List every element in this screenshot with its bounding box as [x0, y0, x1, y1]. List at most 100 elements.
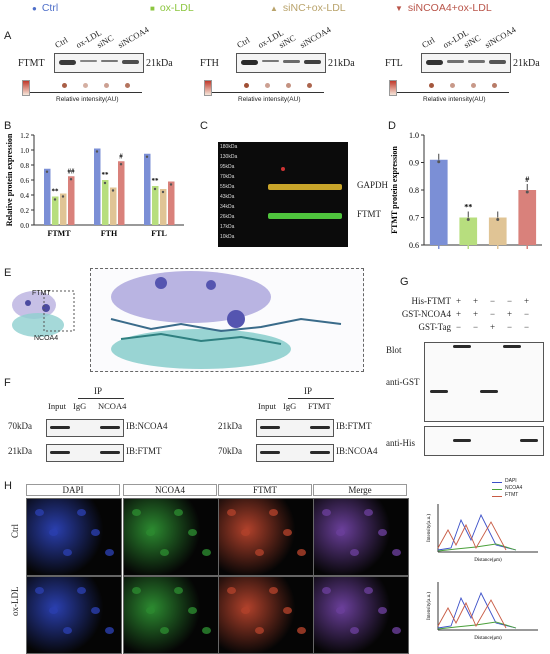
y-tick-label: 0.6 [409, 241, 419, 250]
blot-band [310, 451, 330, 454]
ncoa4-structure-label: NCOA4 [34, 335, 59, 342]
relative-intensity-label: Relative intensity(AU) [423, 96, 486, 103]
x-tick-label: FTH [101, 229, 118, 238]
channel-header: Merge [313, 484, 407, 496]
lane-label: Ctrl [53, 34, 70, 50]
blot-band [453, 439, 471, 442]
y-tick-label: 1.0 [20, 147, 29, 155]
blot-band [100, 451, 120, 454]
significance-mark: ** [152, 177, 160, 185]
cell [336, 607, 345, 614]
blot-band [262, 60, 279, 62]
ip-blot [46, 419, 124, 437]
y-axis-label: Relative protein expression [5, 133, 14, 226]
ip-column-label: NCOA4 [98, 401, 127, 411]
profile-legend-label: NCOA4 [505, 485, 523, 491]
y-axis-label: FTMT protein expression [390, 146, 399, 234]
panel-d-chart: 0.6 0.7 0.8 0.9 1.0 FTMT protein expression **… [390, 131, 542, 250]
channel-header: DAPI [26, 484, 120, 496]
intensity-scale-bar [204, 80, 212, 96]
cell [269, 509, 278, 516]
pulldown-sign: + [456, 309, 462, 319]
blot-band [101, 60, 118, 62]
blot-band [122, 60, 139, 64]
blot-kda-label: 21kDa [146, 58, 173, 69]
ip-blot [256, 419, 334, 437]
kda-marker: 95kDa [220, 164, 235, 170]
legend-item: ▲ siNC+ox-LDL [270, 2, 346, 14]
cell [132, 509, 141, 516]
data-point [95, 150, 99, 153]
data-point [437, 160, 441, 164]
significance-mark: ** [52, 188, 60, 196]
micrograph [313, 498, 409, 576]
cell [202, 627, 211, 634]
cell [132, 587, 141, 594]
cell [378, 529, 387, 536]
data-point [45, 170, 49, 173]
cell [364, 509, 373, 516]
kda-marker: 180kDa [220, 144, 238, 150]
panel-g-letter: G [400, 276, 409, 288]
data-point [153, 187, 157, 191]
blot-band [283, 60, 300, 63]
ip-column-label: Input [258, 401, 276, 411]
ib-label: IB:FTMT [126, 446, 162, 456]
cell [91, 529, 100, 536]
ip-bracket [288, 398, 334, 399]
y-tick-label: 1.0 [409, 131, 419, 140]
lane-label: Ctrl [420, 34, 437, 50]
y-tick-label: 0.7 [409, 214, 419, 223]
data-point [53, 198, 57, 201]
cell [350, 549, 359, 556]
y-axis-label: Intensity(a.u.) [427, 514, 432, 542]
marker-dot [281, 167, 285, 171]
ip-column-label: IgG [283, 401, 297, 411]
bar [144, 153, 151, 225]
cell [63, 549, 72, 556]
ib-label: IB:FTMT [336, 421, 372, 431]
micrograph [26, 498, 122, 576]
kda-marker: 43kDa [220, 194, 235, 200]
micrograph [313, 576, 409, 654]
pulldown-sign: + [490, 322, 496, 332]
data-point [466, 218, 470, 221]
y-tick-label: 0.2 [20, 207, 29, 215]
relative-intensity-label: Relative intensity(AU) [238, 96, 301, 103]
legend-marker-icon: ▲ [270, 4, 278, 13]
ip-kda-label: 21kDa [8, 446, 32, 456]
lane-label: Ctrl [235, 34, 252, 50]
ib-label: IB:NCOA4 [126, 421, 168, 431]
blot-protein-label: FTL [385, 58, 403, 69]
pulldown-sign: − [507, 322, 513, 332]
bar [488, 217, 507, 245]
data-point [496, 218, 500, 221]
pulldown-sign: − [507, 296, 513, 306]
blot-label: Blot [386, 345, 402, 355]
ip-header: IP [94, 386, 103, 396]
kda-marker: 26kDa [220, 214, 235, 220]
cell [91, 607, 100, 614]
bar [94, 148, 101, 225]
cell [269, 587, 278, 594]
kda-marker: 10kDa [220, 234, 235, 240]
pulldown-sign: − [473, 322, 479, 332]
protein-complex-overview: FTMT NCOA4 [4, 283, 84, 343]
bar [68, 176, 75, 225]
kda-marker: 130kDa [220, 154, 238, 160]
profile-legend-label: DAPI [505, 478, 517, 484]
western-blot [54, 53, 144, 73]
pulldown-sign: + [507, 309, 513, 319]
blot-band [260, 426, 280, 429]
panel-c-letter: C [200, 120, 208, 132]
panel-h-letter: H [4, 480, 12, 492]
ip-blot [256, 444, 334, 462]
ip-column-label: IgG [73, 401, 87, 411]
ip-bracket [78, 398, 124, 399]
micrograph [26, 576, 122, 654]
blot-protein-label: FTMT [18, 58, 45, 69]
y-tick-label: 0.6 [20, 177, 29, 185]
profile-legend-swatch [492, 482, 502, 483]
y-tick-label: 0.8 [409, 186, 419, 195]
legend-item: ● Ctrl [32, 2, 58, 14]
